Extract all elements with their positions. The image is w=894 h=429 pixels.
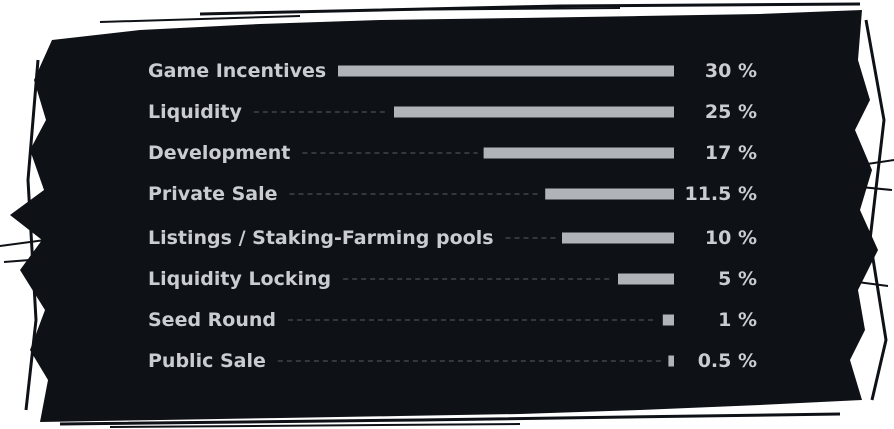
value-label: 5 % xyxy=(718,268,757,290)
bar xyxy=(562,232,674,244)
value-label: 1 % xyxy=(718,309,757,331)
bar xyxy=(545,188,674,200)
category-label: Liquidity xyxy=(148,101,242,123)
category-label: Seed Round xyxy=(148,309,276,331)
bar xyxy=(483,147,674,159)
category-label: Game Incentives xyxy=(148,60,326,82)
value-label: 11.5 % xyxy=(684,183,757,205)
category-label: Private Sale xyxy=(148,183,278,205)
value-label: 17 % xyxy=(705,142,757,164)
value-label: 30 % xyxy=(705,60,757,82)
value-label: 10 % xyxy=(705,227,757,249)
category-label: Listings / Staking-Farming pools xyxy=(148,227,494,249)
bar xyxy=(662,314,674,326)
bar xyxy=(668,355,674,367)
category-label: Public Sale xyxy=(148,350,266,372)
value-label: 25 % xyxy=(705,101,757,123)
category-label: Development xyxy=(148,142,290,164)
bar xyxy=(618,273,674,285)
value-label: 0.5 % xyxy=(698,350,757,372)
bar xyxy=(338,65,674,77)
category-label: Liquidity Locking xyxy=(148,268,331,290)
bar xyxy=(394,106,674,118)
